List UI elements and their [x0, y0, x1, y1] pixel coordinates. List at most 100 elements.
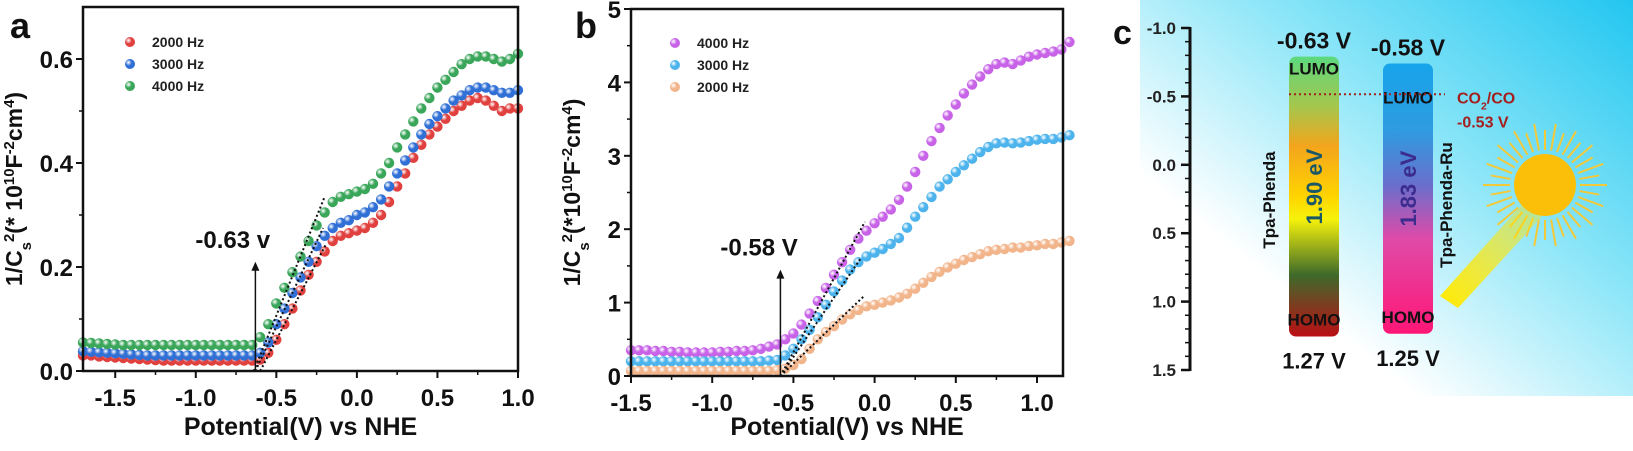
data-point: [351, 209, 363, 221]
sun-icon: [1440, 123, 1607, 308]
data-point: [142, 339, 153, 351]
data-point: [698, 347, 710, 358]
x-tick-label: -0.5: [773, 390, 814, 417]
legend-marker-icon: [125, 37, 135, 47]
data-point: [319, 230, 330, 241]
data-point: [853, 304, 864, 316]
data-point: [392, 168, 403, 179]
data-point: [488, 85, 499, 96]
homo-value: 1.27 V: [1282, 349, 1346, 374]
data-point: [731, 356, 742, 367]
data-point: [1064, 235, 1075, 247]
panel-c: c -1.0 -0.5 0.0 0.5 1.0 1.5 -0.63 V LUMO HOMO 1.27…: [1113, 14, 1607, 380]
sun-ray: [1577, 162, 1604, 174]
reference-label: CO2/CO: [1457, 90, 1515, 112]
data-point: [408, 152, 419, 163]
data-point: [222, 339, 234, 351]
data-point: [861, 225, 872, 236]
data-point: [666, 365, 677, 377]
data-point: [1007, 138, 1018, 149]
data-point: [731, 345, 742, 357]
data-point: [1015, 242, 1026, 253]
data-point: [367, 202, 379, 213]
data-point: [926, 191, 937, 203]
data-point: [1031, 134, 1043, 145]
x-tick-label: -0.5: [256, 385, 297, 412]
data-point: [731, 365, 742, 377]
data-point: [755, 356, 767, 367]
data-point: [118, 348, 129, 359]
legend-item: 3000 Hz: [670, 57, 749, 73]
data-point: [472, 51, 483, 62]
x-tick-label: 1.0: [1020, 390, 1053, 417]
data-point: [853, 233, 864, 244]
data-point: [134, 349, 145, 361]
light-beam: [1440, 200, 1545, 308]
data-point: [690, 365, 702, 377]
series-2000-hz: [77, 92, 524, 366]
data-point: [263, 319, 274, 330]
legend-marker-icon: [670, 38, 680, 48]
sun-ray: [1496, 156, 1516, 169]
data-point: [666, 346, 677, 357]
sun-ray: [1566, 211, 1582, 228]
sun-ray: [1486, 196, 1513, 208]
y-tick-label: 2: [608, 217, 621, 244]
data-point: [496, 56, 508, 67]
band-tpa-phenda-ru: -0.58 V LUMO HOMO 1.25 V 1.83 eV Tpa-Phenda-R…: [1371, 34, 1456, 370]
data-point: [966, 153, 978, 164]
data-point: [869, 218, 880, 229]
panel-label: a: [10, 5, 31, 46]
data-point: [93, 347, 105, 358]
y-tick-label: 1: [608, 291, 621, 318]
label-part: 1/C: [1, 250, 27, 286]
data-point: [820, 299, 832, 310]
x-tick-label: 1.0: [501, 385, 534, 412]
data-point: [983, 63, 994, 75]
data-point: [836, 257, 848, 268]
data-point: [715, 346, 726, 357]
data-point: [1048, 238, 1059, 250]
data-point: [351, 225, 363, 236]
data-point: [893, 194, 905, 205]
data-point: [85, 337, 97, 349]
data-point: [942, 110, 953, 121]
x-tick-label: -1.0: [692, 390, 733, 417]
data-point: [464, 85, 475, 96]
data-point: [885, 238, 896, 250]
data-point: [633, 345, 645, 356]
data-point: [950, 99, 961, 110]
label-part: cm: [559, 115, 585, 148]
label-part: CO: [1457, 90, 1481, 107]
legend-marker-icon: [125, 59, 135, 69]
sun-disc: [1514, 154, 1576, 216]
data-point: [975, 249, 986, 260]
data-point: [739, 365, 750, 377]
data-point: [796, 319, 807, 330]
series-3000-hz: [77, 82, 524, 361]
legend-marker-icon: [125, 81, 135, 91]
data-point: [788, 343, 799, 354]
data-point: [222, 350, 234, 361]
legend-marker-icon: [670, 60, 680, 70]
data-point: [812, 334, 823, 345]
fit-line: [779, 294, 866, 377]
data-point: [1048, 46, 1059, 57]
data-point: [351, 186, 363, 197]
fit-line: [779, 256, 863, 377]
data-point: [126, 339, 137, 351]
data-point: [999, 137, 1010, 148]
lumo-value: -0.63 V: [1277, 28, 1352, 54]
band-bar: [1383, 63, 1433, 334]
data-point: [674, 346, 685, 357]
data-point: [448, 66, 459, 78]
annotation-label: -0.58 V: [720, 235, 797, 262]
data-point: [674, 356, 685, 367]
data-point: [910, 283, 921, 294]
data-point: [93, 338, 105, 349]
data-point: [303, 235, 314, 247]
label-part: /CO: [1487, 90, 1515, 107]
label-part: 4: [1, 99, 18, 108]
sun-ray: [1550, 123, 1557, 151]
data-point: [416, 139, 427, 150]
